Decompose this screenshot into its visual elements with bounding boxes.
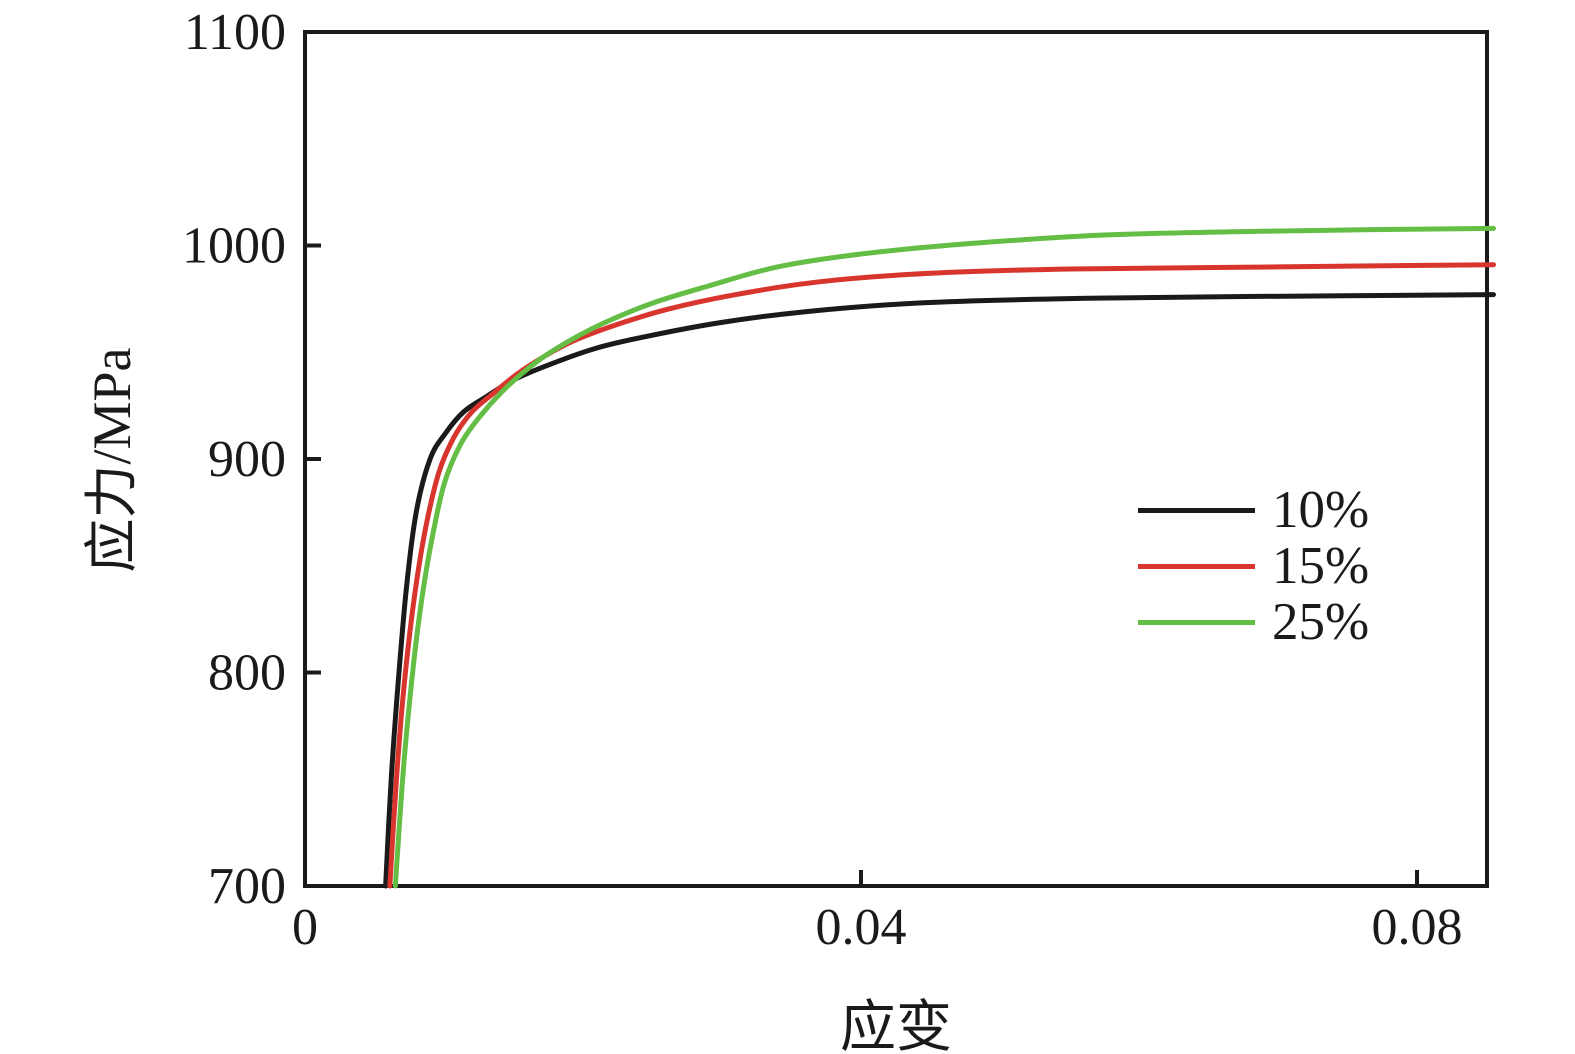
- y-tick-label: 900: [208, 431, 286, 488]
- curve-25-percent: [392, 225, 1496, 889]
- curve-10-percent: [383, 292, 1496, 889]
- legend-item-15-percent: 15%: [1138, 538, 1369, 594]
- y-tick-label: 1000: [182, 218, 286, 275]
- plot-frame: [303, 30, 1489, 888]
- legend-label: 25%: [1272, 592, 1370, 651]
- x-axis-title: 应变: [840, 997, 952, 1054]
- x-tick-label: 0.04: [816, 899, 907, 956]
- legend-line-swatch: [1138, 619, 1255, 625]
- legend-label: 15%: [1272, 536, 1370, 595]
- x-tick-label: 0.08: [1372, 899, 1463, 956]
- legend-item-25-percent: 25%: [1138, 594, 1369, 650]
- legend-line-swatch: [1138, 507, 1255, 513]
- y-tick-label: 800: [208, 645, 286, 702]
- y-axis-title: 应力/MPa: [82, 347, 142, 573]
- legend-label: 10%: [1272, 480, 1370, 539]
- legend: 10% 15% 25%: [1138, 482, 1369, 650]
- x-tick-label: 0: [292, 899, 318, 956]
- legend-line-swatch: [1138, 563, 1255, 569]
- y-tick-label: 1100: [184, 4, 286, 61]
- y-tick-label: 700: [208, 858, 286, 915]
- legend-item-10-percent: 10%: [1138, 482, 1369, 538]
